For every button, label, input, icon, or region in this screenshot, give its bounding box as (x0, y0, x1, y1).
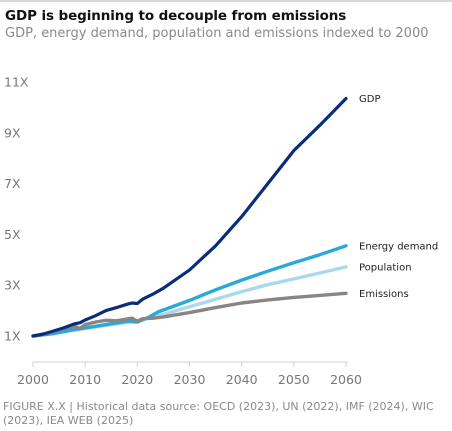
y-tick-label: 11X (4, 75, 29, 90)
x-tick-label: 2020 (121, 372, 153, 387)
y-tick-label: 5X (4, 227, 21, 242)
y-tick-label: 7X (4, 176, 21, 191)
y-tick-label: 3X (4, 278, 21, 293)
series-label-population: Population (359, 262, 412, 273)
series-lines (31, 96, 348, 338)
x-tick-label: 2050 (278, 372, 310, 387)
figure-footer: FIGURE X.X | Historical data source: OEC… (3, 400, 434, 427)
y-tick-label: 9X (4, 125, 21, 140)
x-axis-ticks: 2000 2010 2020 2030 2040 2050 2060 (17, 362, 362, 387)
chart-subtitle: GDP, energy demand, population and emiss… (5, 26, 429, 41)
series-line-gdp (31, 96, 348, 338)
chart-title: GDP is beginning to decouple from emissi… (5, 8, 347, 24)
x-tick-label: 2010 (69, 372, 101, 387)
series-label-energy-demand: Energy demand (359, 241, 438, 252)
series-label-emissions: Emissions (359, 289, 409, 300)
series-labels: GDP Energy demand Population Emissions (359, 94, 438, 300)
x-tick-label: 2040 (226, 372, 258, 387)
y-tick-label: 1X (4, 329, 21, 344)
x-tick-label: 2000 (17, 372, 49, 387)
y-axis-ticks: 1X 3X 5X 7X 9X 11X (4, 75, 29, 344)
x-tick-label: 2060 (330, 372, 362, 387)
series-label-gdp: GDP (359, 94, 380, 105)
x-tick-label: 2030 (174, 372, 206, 387)
series-line-emissions (31, 291, 348, 338)
top-rule (0, 0, 452, 2)
